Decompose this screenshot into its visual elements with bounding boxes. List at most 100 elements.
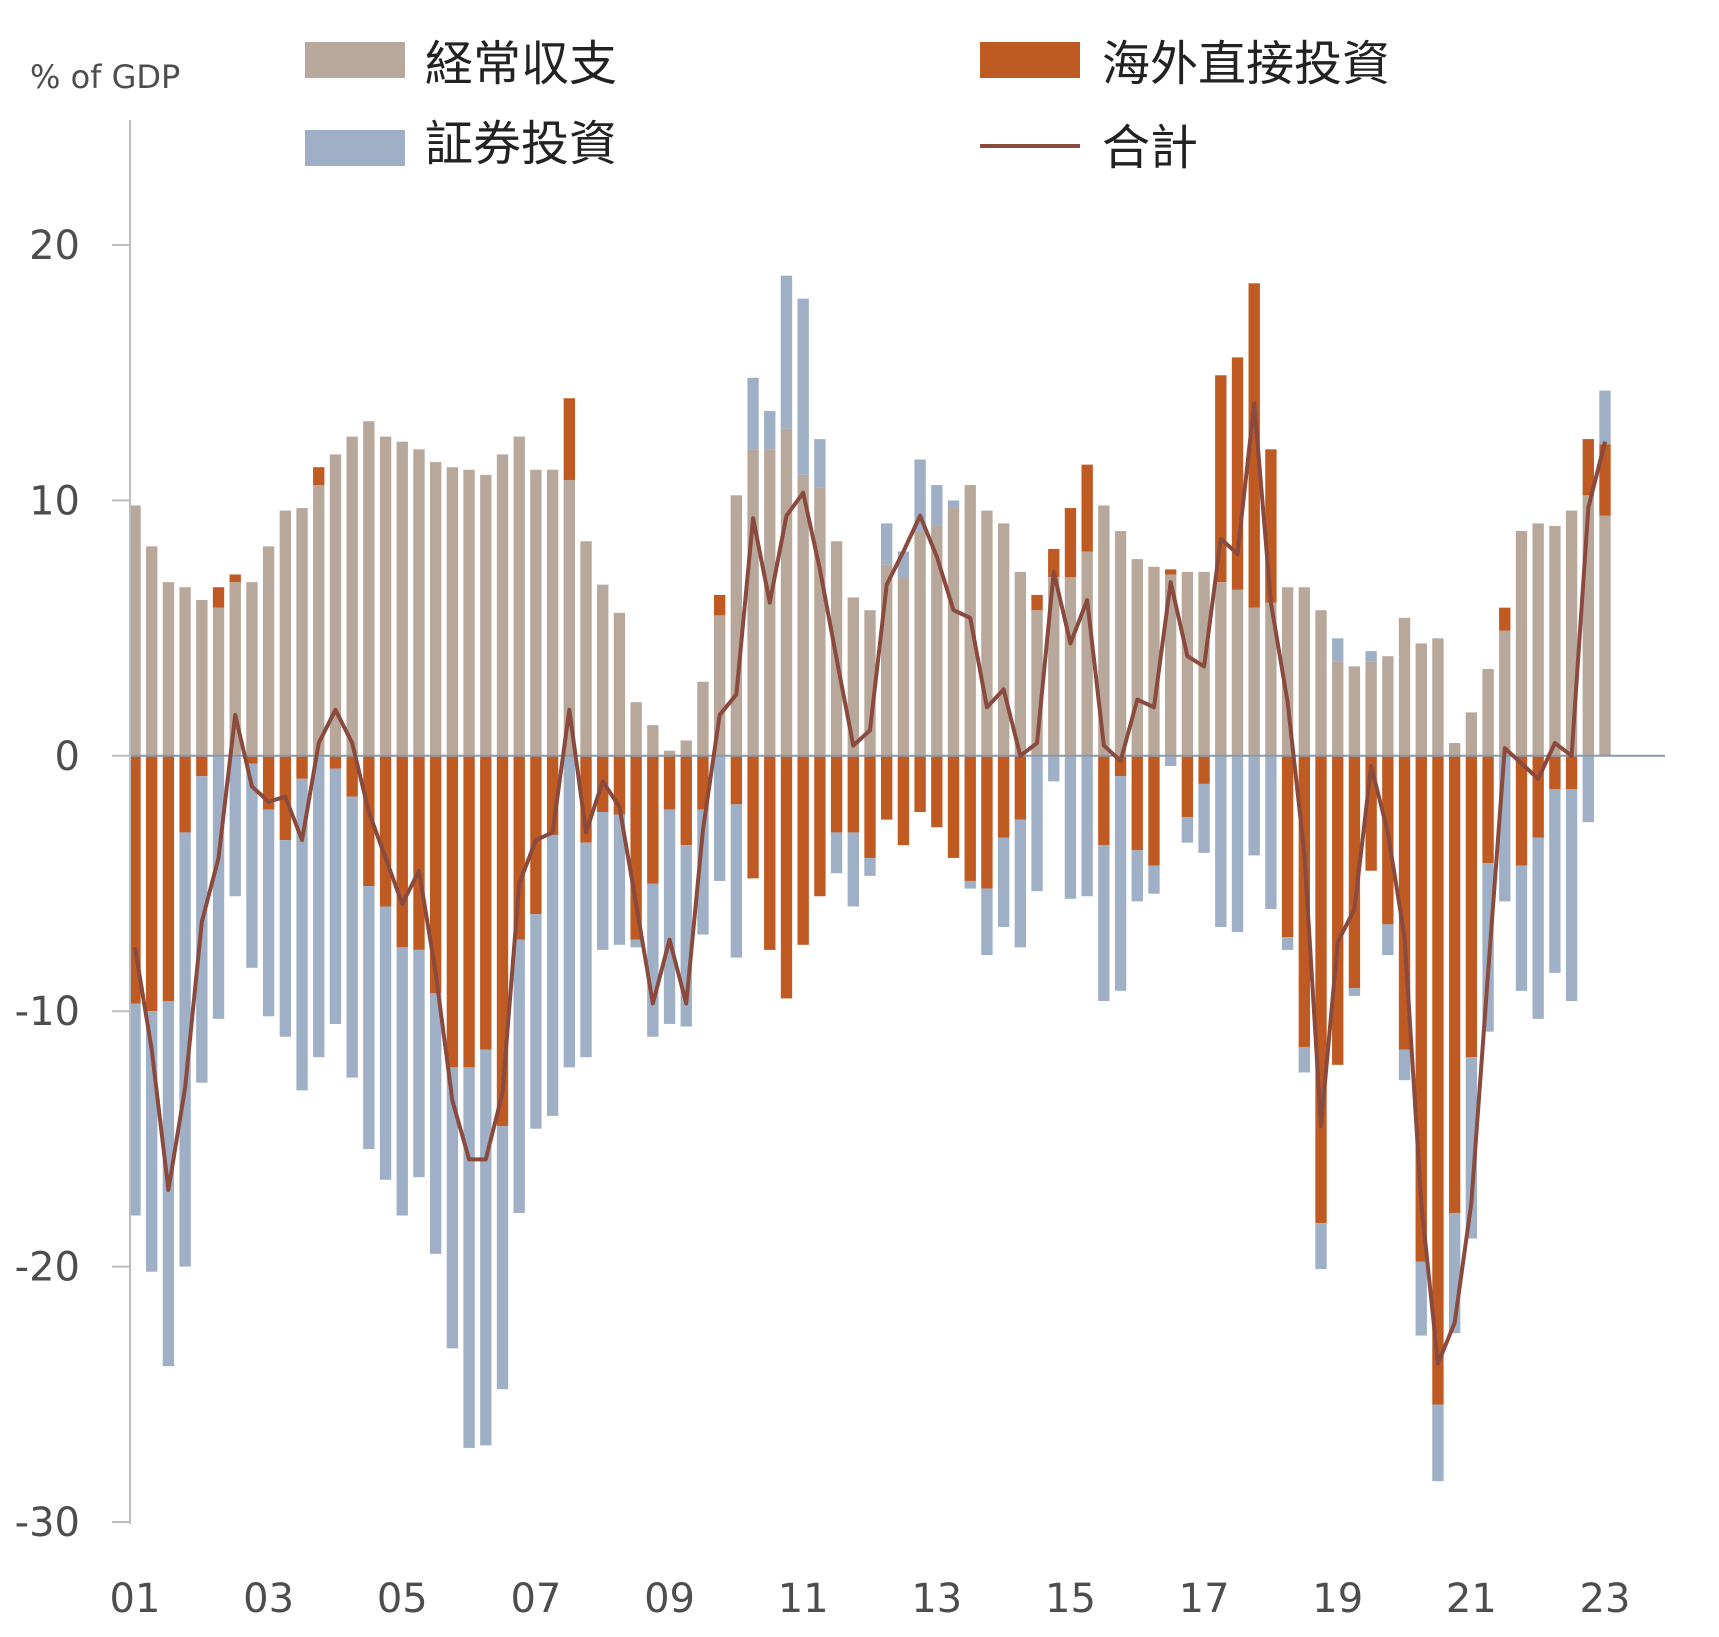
bar-portfolio (1549, 789, 1561, 973)
bar-current-account (296, 508, 308, 756)
bar-portfolio (262, 809, 275, 1017)
bar-current-account (463, 469, 475, 756)
legend-label-total: 合計 (1102, 120, 1198, 176)
bar-fdi (780, 755, 793, 999)
bar-fdi (363, 755, 375, 887)
bar-portfolio (697, 809, 709, 935)
bar-current-account (1532, 523, 1544, 756)
bar-portfolio (647, 883, 659, 1037)
bar-fdi (1365, 755, 1377, 871)
bar-fdi (897, 755, 910, 846)
bar-fdi (1482, 755, 1494, 864)
bar-current-account (229, 582, 241, 756)
bar-current-account (997, 523, 1010, 756)
bar-fdi (446, 755, 459, 1068)
bar-portfolio (179, 832, 191, 1267)
bar-portfolio (981, 888, 993, 956)
bar-fdi (1465, 755, 1478, 1058)
bar-fdi (1448, 755, 1461, 1213)
bar-portfolio (1415, 1261, 1427, 1336)
bar-current-account (1248, 607, 1260, 756)
bar-fdi (981, 755, 993, 889)
x-tick-label: 15 (1045, 1576, 1096, 1622)
bar-current-account (129, 505, 141, 756)
bar-portfolio (329, 768, 342, 1024)
bar-portfolio (1181, 817, 1194, 843)
bar-fdi (1048, 548, 1060, 578)
bar-fdi (1549, 755, 1561, 789)
bar-fdi (1181, 755, 1194, 818)
y-axis-unit-label: % of GDP (30, 58, 180, 96)
bar-portfolio (1265, 755, 1277, 910)
bar-portfolio (346, 796, 358, 1078)
bar-current-account (914, 531, 926, 756)
bar-fdi (997, 755, 1010, 838)
bar-fdi (296, 755, 308, 779)
bar-current-account (146, 546, 158, 756)
bars-layer (129, 275, 1611, 1482)
bar-current-account (1165, 574, 1177, 756)
bar-current-account (1114, 531, 1127, 756)
bar-fdi (1231, 357, 1244, 590)
bar-fdi (1081, 464, 1093, 552)
bar-current-account (814, 487, 826, 756)
bar-fdi (663, 755, 676, 810)
bar-current-account (396, 441, 408, 756)
bar-fdi (1281, 755, 1294, 938)
bar-current-account (1582, 495, 1594, 756)
bar-fdi (430, 755, 442, 994)
bar-current-account (496, 454, 509, 756)
bar-portfolio (1599, 390, 1611, 445)
bar-current-account (713, 615, 726, 756)
x-tick-label: 05 (377, 1576, 428, 1622)
bar-portfolio (363, 886, 375, 1150)
bar-current-account (580, 541, 592, 756)
bar-fdi (1215, 375, 1227, 583)
bar-current-account (680, 740, 692, 756)
bar-portfolio (1432, 1404, 1444, 1482)
bar-fdi (914, 755, 926, 812)
bar-current-account (1064, 577, 1077, 756)
bar-portfolio (1098, 845, 1110, 1001)
bar-portfolio (613, 814, 626, 945)
bar-current-account (346, 436, 358, 756)
legend-label-fdi: 海外直接投資 (1102, 36, 1390, 92)
bar-fdi (613, 755, 626, 815)
bar-portfolio (246, 763, 258, 968)
x-tick-label: 17 (1179, 1576, 1230, 1622)
bar-fdi (212, 587, 225, 608)
legend-label-current-account: 経常収支 (425, 36, 617, 92)
bar-current-account (413, 449, 425, 756)
bar-fdi (413, 755, 425, 950)
bar-portfolio (396, 947, 408, 1216)
bar-fdi (1582, 439, 1594, 496)
bar-current-account (1131, 559, 1143, 756)
bar-current-account (947, 508, 960, 756)
x-tick-label: 13 (911, 1576, 962, 1622)
bar-fdi (1031, 594, 1043, 611)
bar-fdi (480, 755, 492, 1050)
bar-portfolio (1298, 1046, 1310, 1073)
bar-fdi (1332, 755, 1344, 1065)
bar-current-account (1348, 666, 1361, 756)
bar-portfolio (1348, 988, 1361, 996)
bar-portfolio (212, 755, 225, 1019)
bar-portfolio (1148, 865, 1160, 894)
bar-fdi (563, 398, 575, 480)
bar-current-account (1298, 587, 1310, 756)
bar-current-account (246, 582, 258, 756)
bar-current-account (1565, 510, 1578, 756)
bar-portfolio (546, 834, 559, 1116)
bar-portfolio (513, 939, 525, 1213)
bar-portfolio (881, 523, 893, 565)
bar-portfolio (1515, 865, 1528, 991)
bar-current-account (747, 449, 759, 756)
y-tick-label: 0 (55, 734, 80, 780)
bar-fdi (313, 467, 325, 486)
bar-portfolio (1131, 850, 1143, 902)
bar-current-account (262, 546, 275, 756)
bar-current-account (780, 428, 793, 756)
bar-current-account (881, 564, 893, 756)
bar-portfolio (296, 778, 308, 1091)
